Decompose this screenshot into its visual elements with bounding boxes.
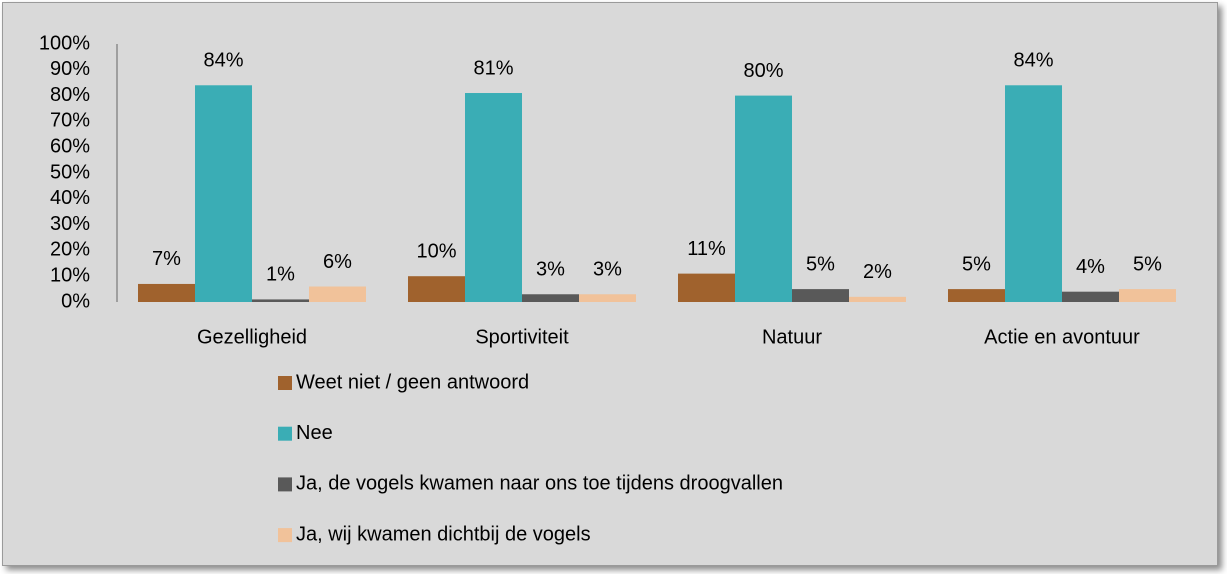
value-label: 5% [962,253,991,275]
bar [735,95,792,302]
y-tick-label: 90% [50,58,90,80]
legend-label: Weet niet / geen antwoord [296,371,529,393]
bar [465,93,522,303]
legend-label: Nee [296,422,333,444]
y-tick-label: 100% [39,32,90,54]
y-tick-label: 0% [61,290,90,312]
value-label: 84% [203,50,243,72]
x-tick-label: Sportiviteit [475,326,569,348]
bar [849,296,906,302]
bar [408,276,465,302]
legend-label: Ja, wij kwamen dichtbij de vogels [296,523,591,545]
bar [252,299,309,302]
x-tick-label: Gezelligheid [197,326,307,348]
bar [195,85,252,302]
y-tick-label: 70% [50,110,90,132]
value-label: 3% [593,259,622,281]
value-label: 7% [152,248,181,270]
value-label: 1% [266,264,295,286]
value-label: 10% [416,240,456,262]
y-tick-label: 60% [50,135,90,157]
bar [948,289,1005,302]
bar [1119,289,1176,302]
bar [522,294,579,302]
legend-swatch [278,426,292,441]
x-tick-label: Natuur [762,326,822,348]
legend-swatch [278,528,292,543]
bar [579,294,636,302]
legend-swatch [278,477,292,492]
value-label: 81% [473,57,513,79]
value-label: 11% [687,238,726,260]
legend-swatch [278,376,292,390]
bar [678,273,735,302]
x-tick-label: Actie en avontuur [984,326,1140,348]
bar [1062,291,1119,302]
value-label: 4% [1076,256,1105,278]
y-tick-label: 50% [50,161,90,183]
y-tick-label: 80% [50,84,90,106]
value-label: 5% [1133,253,1162,275]
value-label: 2% [863,261,892,283]
value-label: 5% [806,253,835,275]
y-tick-label: 40% [50,187,90,209]
legend-label: Ja, de vogels kwamen naar ons toe tijden… [296,473,783,495]
bar [138,283,195,302]
y-tick-label: 20% [50,239,90,261]
bar [309,286,366,302]
value-label: 80% [743,60,783,82]
bar [1005,85,1062,302]
bar [792,289,849,302]
y-tick-label: 10% [50,264,90,286]
value-label: 84% [1013,50,1053,72]
y-tick-label: 30% [50,213,90,235]
value-label: 3% [536,259,565,281]
value-label: 6% [323,251,352,273]
